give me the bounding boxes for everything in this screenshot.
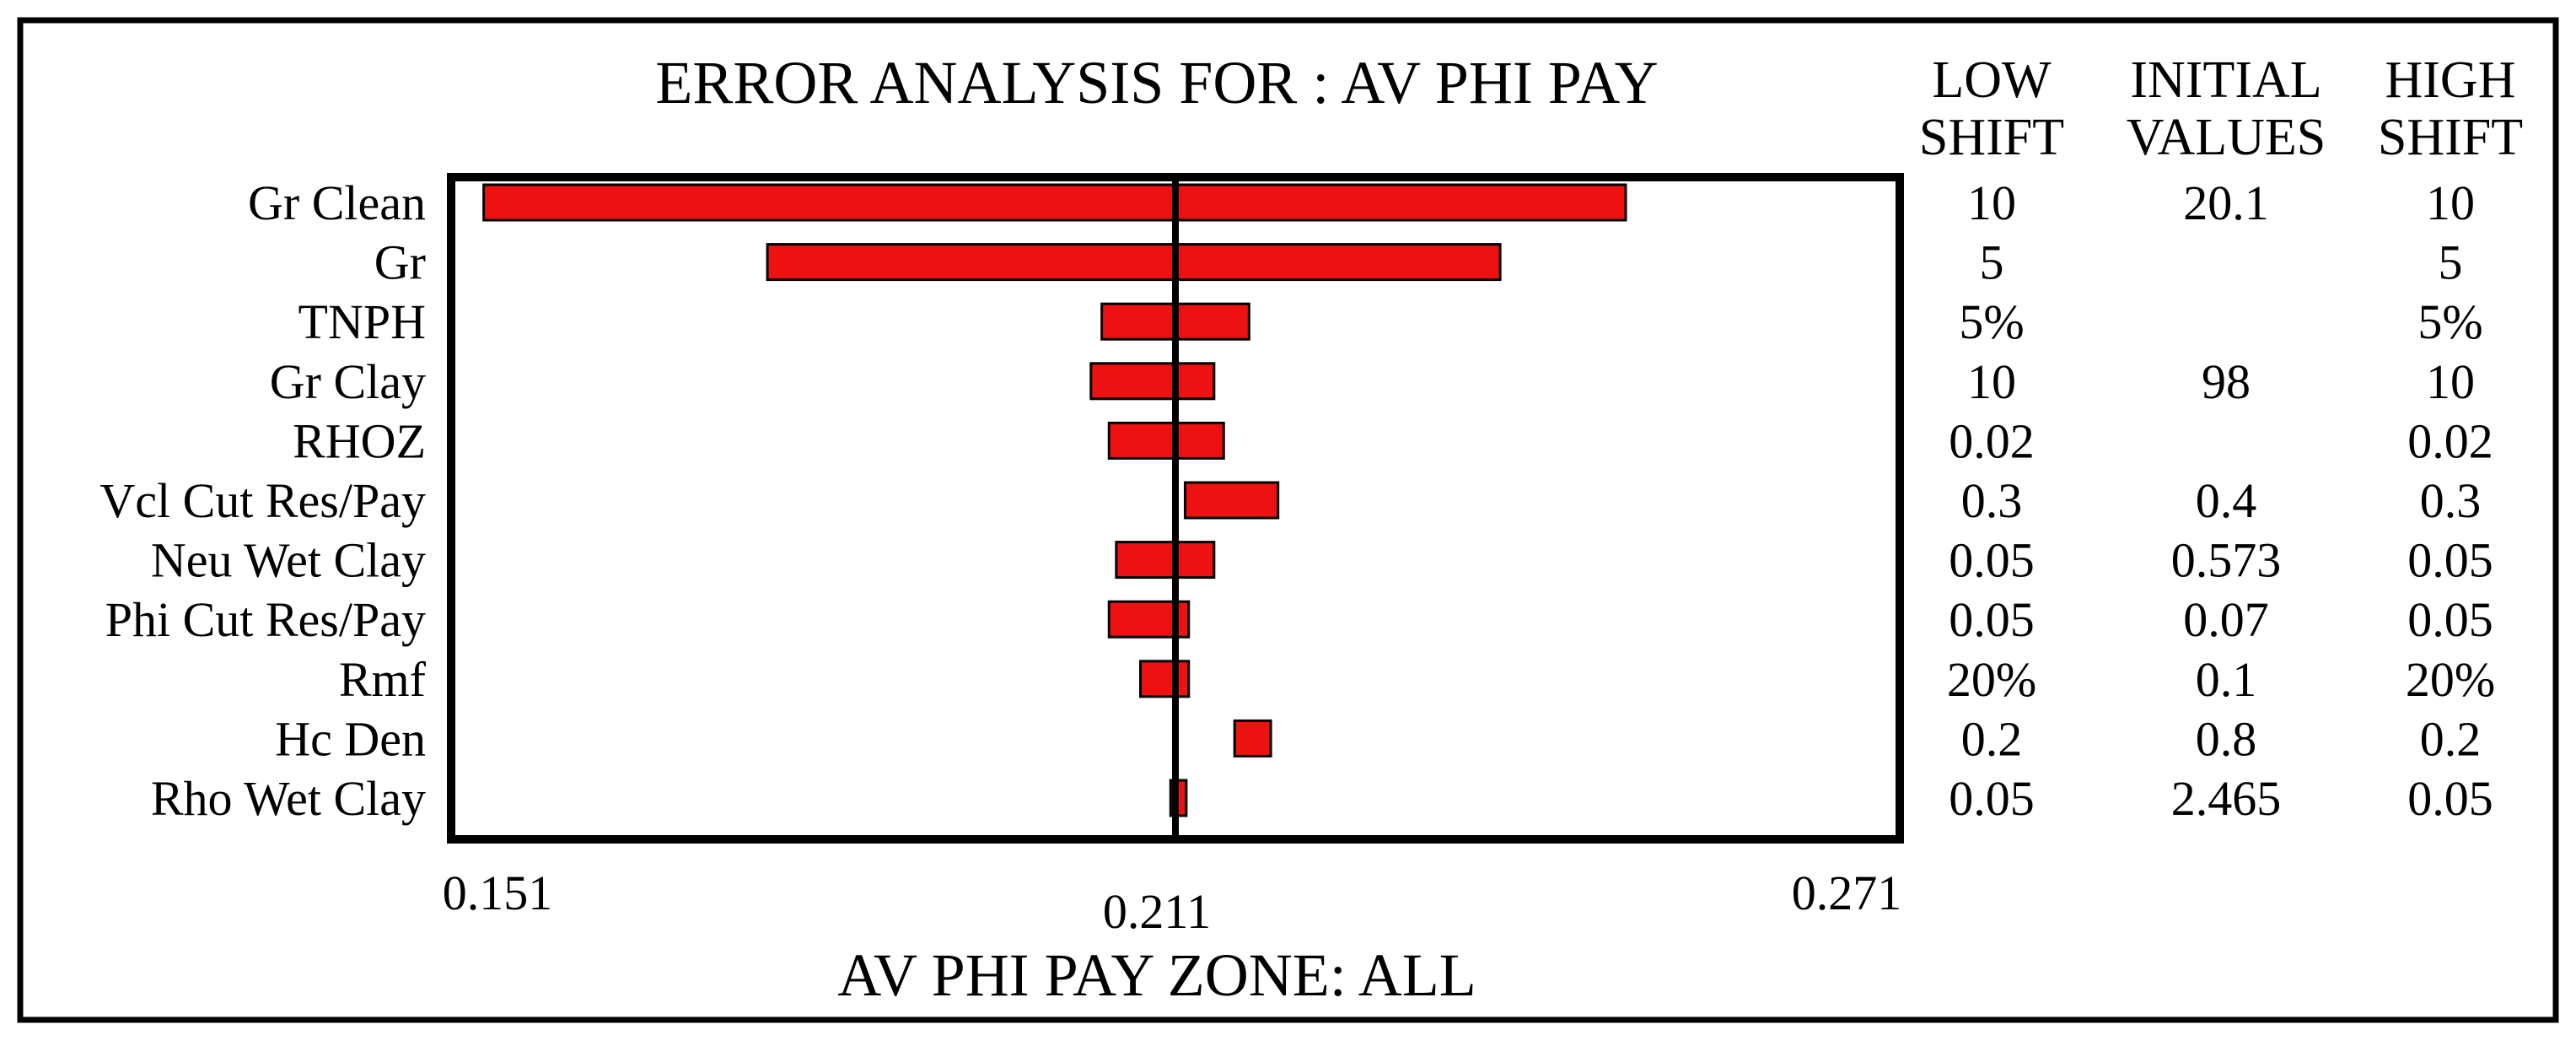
- bar: [1138, 660, 1191, 698]
- category-label: Gr Clay: [270, 354, 426, 409]
- table-cell-high: 0.3: [2420, 473, 2482, 528]
- table-cell-initial: 2.465: [2171, 771, 2282, 826]
- table-cell-low: 5: [1980, 235, 2004, 290]
- table-cell-high: 20%: [2406, 652, 2495, 707]
- header-initial-line1: INITIAL: [2130, 51, 2321, 109]
- header-high-line1: HIGH: [2385, 51, 2516, 109]
- x-tick-label: 0.271: [1792, 865, 1902, 920]
- category-label: Hc Den: [275, 711, 426, 766]
- bars-group: [482, 180, 1627, 842]
- table-cell-low: 20%: [1947, 652, 2036, 707]
- table-cell-high: 0.2: [2420, 711, 2482, 766]
- category-label: Rho Wet Clay: [151, 771, 426, 826]
- outer-frame: [17, 17, 2559, 1023]
- table-cell-initial: 0.8: [2196, 711, 2257, 766]
- category-label: TNPH: [298, 294, 426, 349]
- table-cell-high: 5%: [2417, 294, 2482, 349]
- table-cell-high: 10: [2426, 175, 2475, 230]
- table-cell-initial: 0.1: [2196, 652, 2257, 707]
- table-cell-low: 0.02: [1949, 413, 2035, 468]
- table-cell-low: 0.3: [1961, 473, 2023, 528]
- bar: [1107, 421, 1225, 460]
- bar: [1183, 481, 1280, 520]
- bar: [1089, 362, 1216, 401]
- category-label: Phi Cut Res/Pay: [105, 592, 426, 647]
- x-tick-labels: 0.151 0.211 0.271: [443, 865, 1902, 939]
- table-cell-low: 0.2: [1961, 711, 2023, 766]
- table-cell-initial: 20.1: [2183, 175, 2269, 230]
- x-axis-label: AV PHI PAY ZONE: ALL: [837, 941, 1476, 1009]
- table-cell-low: 0.05: [1949, 592, 2035, 647]
- header-high-line2: SHIFT: [2378, 109, 2523, 166]
- table-cell-high: 5: [2439, 235, 2463, 290]
- table-cell-low: 5%: [1959, 294, 2024, 349]
- bar: [1115, 541, 1216, 580]
- category-label: RHOZ: [293, 413, 426, 468]
- table-cell-low: 0.05: [1949, 533, 2035, 588]
- header-initial-line2: VALUES: [2127, 109, 2326, 166]
- category-label: Gr: [374, 235, 426, 290]
- category-label: Vcl Cut Res/Pay: [99, 473, 426, 528]
- table-cell-high: 0.02: [2407, 413, 2493, 468]
- table-cell-high: 0.05: [2407, 592, 2493, 647]
- bar: [1233, 719, 1272, 758]
- category-label: Gr Clean: [248, 175, 426, 230]
- table-cell-high: 0.05: [2407, 533, 2493, 588]
- x-tick-label: 0.151: [443, 865, 553, 920]
- table-cell-initial: 98: [2202, 354, 2251, 409]
- table-cell-low: 0.05: [1949, 771, 2035, 826]
- table-header: LOW SHIFT INITIAL VALUES HIGH SHIFT: [1919, 51, 2523, 166]
- bar: [766, 243, 1502, 282]
- table-cell-high: 0.05: [2407, 771, 2493, 826]
- table-rows: 10 20.1 105 55% 5%10 98 100.02 0.020.3 0.4 0.30.0…: [1947, 175, 2495, 826]
- table-cell-initial: 0.4: [2196, 473, 2257, 528]
- x-tick-label: 0.211: [1103, 884, 1211, 939]
- category-label: Rmf: [339, 652, 427, 707]
- category-label: Neu Wet Clay: [151, 533, 426, 588]
- chart-title: ERROR ANALYSIS FOR : AV PHI PAY: [655, 49, 1658, 116]
- header-low-line2: SHIFT: [1919, 109, 2064, 166]
- table-cell-initial: 0.07: [2183, 592, 2269, 647]
- table-cell-low: 10: [1967, 354, 2016, 409]
- bar: [482, 183, 1627, 222]
- table-cell-low: 10: [1967, 175, 2016, 230]
- table-cell-high: 10: [2426, 354, 2475, 409]
- header-low-line1: LOW: [1932, 51, 2052, 109]
- table-cell-initial: 0.573: [2171, 533, 2282, 588]
